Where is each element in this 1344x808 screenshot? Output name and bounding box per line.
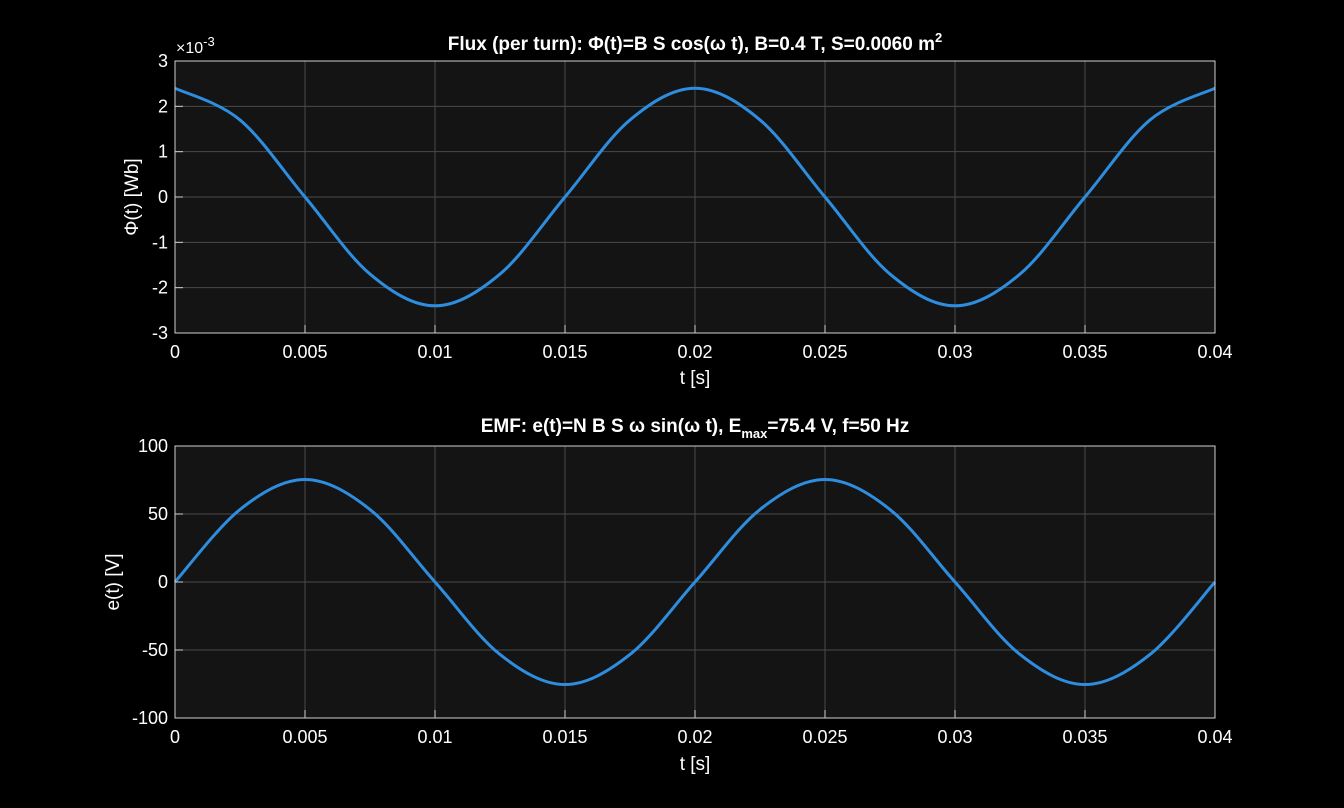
emf-x-tick-label: 0.005 <box>282 727 327 747</box>
flux-x-tick-label: 0 <box>170 342 180 362</box>
flux-x-tick-label: 0.02 <box>677 342 712 362</box>
emf-x-tick-label: 0 <box>170 727 180 747</box>
emf-y-tick-label: 0 <box>158 572 168 592</box>
flux-x-tick-label: 0.04 <box>1197 342 1232 362</box>
emf-x-tick-label: 0.04 <box>1197 727 1232 747</box>
flux-exponent-base: ×10 <box>176 40 203 57</box>
flux-y-axis-label: Φ(t) [Wb] <box>122 158 143 235</box>
emf-title-post: =75.4 V, f=50 Hz <box>767 416 909 437</box>
flux-x-axis-label: t [s] <box>680 368 711 389</box>
flux-y-tick-label: 2 <box>158 96 168 116</box>
flux-y-tick-label: 0 <box>158 187 168 207</box>
flux-title-main: Flux (per turn): Φ(t)=B S cos(ω t), B=0.… <box>448 34 935 55</box>
flux-title: Flux (per turn): Φ(t)=B S cos(ω t), B=0.… <box>448 30 942 55</box>
flux-y-tick-label: 1 <box>158 142 168 162</box>
emf-x-tick-label: 0.01 <box>417 727 452 747</box>
emf-x-tick-label: 0.02 <box>677 727 712 747</box>
emf-y-tick-label: 100 <box>138 436 168 456</box>
flux-x-tick-label: 0.005 <box>282 342 327 362</box>
emf-subplot: 0 0.005 0.01 0.015 0.02 0.025 0.03 0.035 0.04 -10… <box>103 416 1233 775</box>
flux-x-tick-label: 0.03 <box>937 342 972 362</box>
flux-x-tick-label: 0.015 <box>542 342 587 362</box>
emf-y-tick-label: -100 <box>132 708 168 728</box>
flux-y-tick-label: -1 <box>152 232 168 252</box>
flux-exponent-superscript: -3 <box>203 34 215 49</box>
emf-x-tick-label: 0.025 <box>802 727 847 747</box>
emf-x-tick-label: 0.03 <box>937 727 972 747</box>
emf-title-subscript: max <box>741 426 768 441</box>
flux-x-tick-label: 0.01 <box>417 342 452 362</box>
emf-y-tick-label: -50 <box>142 640 168 660</box>
emf-y-axis-label: e(t) [V] <box>103 553 124 610</box>
flux-x-tick-label: 0.035 <box>1062 342 1107 362</box>
emf-x-axis-label: t [s] <box>680 754 711 775</box>
emf-title-pre: EMF: e(t)=N B S ω sin(ω t), E <box>481 416 742 437</box>
flux-subplot: 0 0.005 0.01 0.015 0.02 0.025 0.03 0.035 0.04 -3 -… <box>122 30 1233 389</box>
emf-x-tick-label: 0.035 <box>1062 727 1107 747</box>
emf-x-tick-label: 0.015 <box>542 727 587 747</box>
flux-title-superscript: 2 <box>935 30 942 45</box>
emf-y-tick-label: 50 <box>148 504 168 524</box>
flux-y-tick-label: -3 <box>152 323 168 343</box>
flux-y-tick-label: -2 <box>152 278 168 298</box>
flux-y-tick-label: 3 <box>158 51 168 71</box>
emf-title: EMF: e(t)=N B S ω sin(ω t), Emax=75.4 V,… <box>481 416 910 441</box>
flux-exponent-label: ×10-3 <box>176 34 215 57</box>
flux-x-tick-label: 0.025 <box>802 342 847 362</box>
